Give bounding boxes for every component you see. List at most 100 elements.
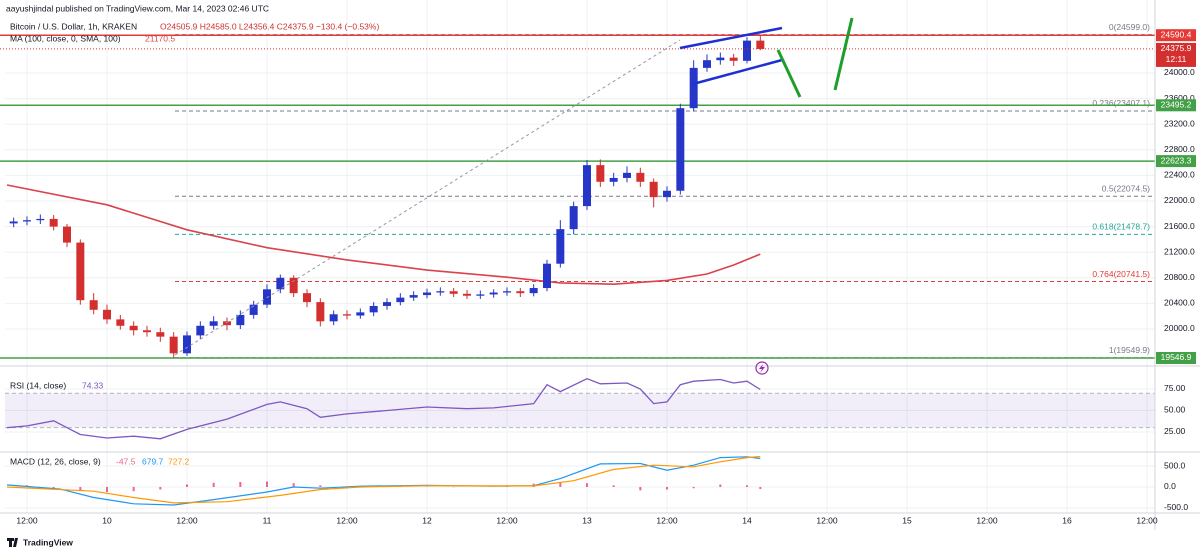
ma-line <box>6 184 761 286</box>
level-label: 23495.2 <box>1161 100 1192 110</box>
y-tick-label: 22000.0 <box>1164 195 1195 205</box>
level-label-box <box>1156 29 1196 42</box>
y-tick-label: -500.0 <box>1164 502 1188 512</box>
candle-body <box>449 291 458 294</box>
macd-histogram-bar <box>612 485 615 487</box>
macd-histogram-bar <box>719 484 722 487</box>
y-tick-label: 20000.0 <box>1164 323 1195 333</box>
last-price-box <box>1156 42 1196 67</box>
arrow-line <box>776 49 802 98</box>
x-tick-label: 12:00 <box>816 515 838 525</box>
candle-body <box>156 332 165 337</box>
x-tick-label: 14 <box>742 515 752 525</box>
brand-logo <box>7 538 18 547</box>
level-label: 19546.9 <box>1161 352 1192 362</box>
macd-legend-macd: 679.7 <box>142 456 164 466</box>
ma-legend-value: 21170.5 <box>145 33 175 43</box>
fib-label: 0.5(22074.5) <box>1102 183 1150 193</box>
macd-legend: MACD (12, 26, close, 9) <box>10 456 101 466</box>
macd-histogram-bar <box>746 485 748 487</box>
candle-body <box>196 325 205 336</box>
macd-histogram-bar <box>266 481 268 487</box>
macd-histogram-bar <box>666 486 668 490</box>
macd-histogram-bar <box>159 486 162 490</box>
candle-body <box>476 294 485 296</box>
x-tick-label: 15 <box>902 515 912 525</box>
candle-body <box>689 67 698 109</box>
candle-body <box>609 177 618 182</box>
candle-body <box>289 277 298 294</box>
fib-label: 0.618(21478.7) <box>1092 222 1150 232</box>
rsi-band <box>5 393 1155 428</box>
x-tick-label: 12:00 <box>656 515 678 525</box>
candle-body <box>236 314 245 326</box>
rsi-line <box>6 377 761 440</box>
candle-body <box>436 291 445 293</box>
candle-body <box>76 242 85 301</box>
candle-body <box>169 336 178 354</box>
y-tick-label: 20400.0 <box>1164 298 1195 308</box>
candle-body <box>49 218 58 227</box>
macd-histogram-bar <box>239 481 242 487</box>
macd-histogram-bar <box>52 486 55 489</box>
x-tick-label: 16 <box>1062 515 1072 525</box>
y-tick-label: 50.00 <box>1164 405 1186 415</box>
level-label: 22623.3 <box>1161 155 1192 165</box>
candle-body <box>263 289 271 305</box>
candle-body <box>423 292 431 296</box>
candle-body <box>623 172 631 178</box>
channel-line <box>679 26 783 50</box>
event-icon-bolt <box>759 364 765 373</box>
brand: TradingView <box>23 537 73 547</box>
fib-label: 0(24599.0) <box>1109 22 1150 32</box>
candle-body <box>316 302 325 322</box>
candle-body <box>663 190 671 198</box>
y-tick-label: 21200.0 <box>1164 246 1195 256</box>
macd-histogram-bar <box>692 486 695 489</box>
macd-histogram-bar <box>79 486 82 491</box>
y-tick-label: 75.00 <box>1164 383 1186 393</box>
candle-body <box>36 218 45 221</box>
candle-body <box>276 277 285 290</box>
macd-histogram-bar <box>559 481 562 487</box>
macd-signal-line <box>6 455 761 504</box>
rsi-legend: RSI (14, close) <box>10 380 66 390</box>
level-label: 24590.4 <box>1161 29 1192 39</box>
fib-label: 1(19549.9) <box>1109 345 1150 355</box>
y-tick-label: 23600.0 <box>1164 93 1195 103</box>
candle-body <box>383 302 391 306</box>
y-tick-label: 22800.0 <box>1164 144 1195 154</box>
x-tick-label: 13 <box>582 515 592 525</box>
y-tick-label: 25.00 <box>1164 426 1186 436</box>
macd-legend-signal: 727.2 <box>168 456 190 466</box>
x-tick-label: 12:00 <box>976 515 998 525</box>
y-tick-label: 23200.0 <box>1164 118 1195 128</box>
candle-body <box>343 314 351 316</box>
y-tick-label: 20800.0 <box>1164 272 1195 282</box>
candle-body <box>503 291 511 293</box>
candle-body <box>409 295 418 298</box>
candle-body <box>89 300 98 310</box>
macd-histogram-bar <box>759 486 762 489</box>
x-tick-label: 12:00 <box>336 515 358 525</box>
candle-body <box>356 312 365 316</box>
event-icon[interactable] <box>755 361 769 375</box>
candle-body <box>329 314 338 322</box>
ma-legend: MA (100, close, 0, SMA, 100) <box>10 33 121 43</box>
published: aayushjindal published on TradingView.co… <box>6 3 269 13</box>
candle-body <box>743 40 751 61</box>
y-tick-label: 21600.0 <box>1164 221 1195 231</box>
last-price-label: 24375.9 <box>1161 43 1192 53</box>
candle-body <box>543 263 551 289</box>
candle-body <box>183 335 191 354</box>
x-tick-label: 12:00 <box>496 515 518 525</box>
candle-body <box>583 165 591 207</box>
x-tick-label: 12:00 <box>176 515 198 525</box>
candle-body <box>23 220 31 222</box>
macd-histogram-bar <box>292 483 295 487</box>
symbol: Bitcoin / U.S. Dollar, 1h, KRAKEN <box>10 21 137 31</box>
countdown-label: 12:11 <box>1166 54 1187 64</box>
macd-histogram-bar <box>639 486 642 491</box>
